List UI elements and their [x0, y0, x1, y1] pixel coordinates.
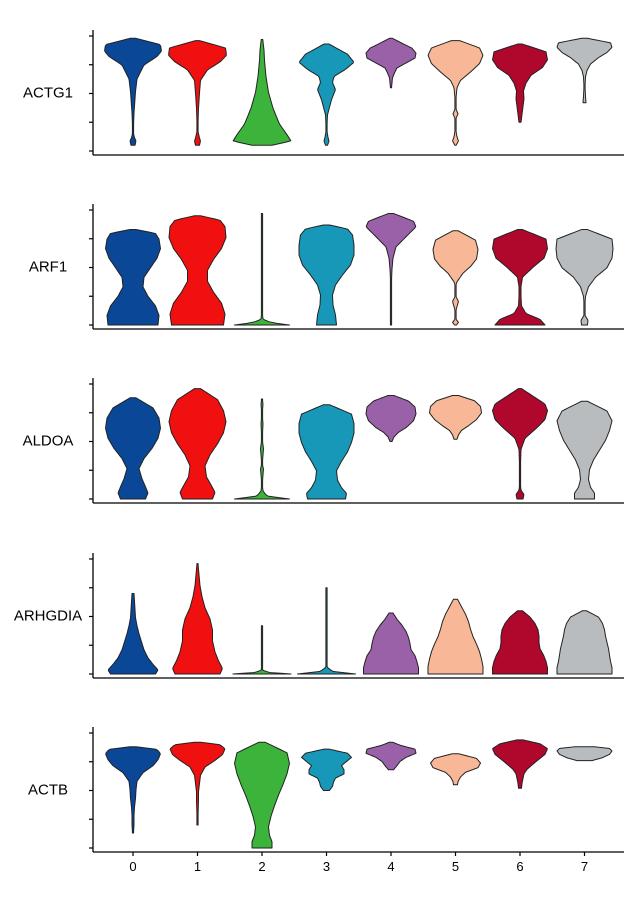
- violin-actg1-cluster-4: [365, 37, 417, 89]
- violin-actg1-cluster-1: [168, 40, 227, 146]
- violin-actb-cluster-1: [169, 741, 226, 826]
- violin-aldoa-cluster-1: [168, 388, 227, 500]
- violin-arf1-cluster-3: [298, 224, 355, 326]
- violin-actg1-cluster-3: [299, 43, 354, 146]
- violin-arf1-cluster-6: [492, 229, 548, 326]
- violin-aldoa-cluster-0: [105, 397, 161, 500]
- violin-arf1-cluster-4: [365, 212, 417, 326]
- panel-actg1: ACTG1: [23, 30, 624, 156]
- violin-actg1-cluster-7: [556, 37, 613, 104]
- violin-aldoa-cluster-2: [234, 398, 290, 500]
- violin-arhgdia-cluster-1: [172, 563, 223, 675]
- violin-arf1-cluster-0: [105, 229, 161, 326]
- gene-label: ARHGDIA: [14, 608, 82, 625]
- x-tick-label: 3: [323, 859, 330, 874]
- panel-aldoa: ALDOA: [23, 378, 624, 504]
- violin-arf1-cluster-7: [555, 229, 614, 326]
- gene-label: ACTB: [28, 782, 68, 799]
- gene-label: ACTG1: [23, 85, 73, 102]
- violin-arhgdia-cluster-7: [556, 610, 613, 675]
- violin-arf1-cluster-5: [432, 230, 479, 326]
- violin-arhgdia-cluster-6: [492, 610, 548, 675]
- violin-arf1-cluster-2: [234, 212, 290, 326]
- violin-actg1-cluster-0: [104, 37, 162, 146]
- violin-actg1-cluster-2: [232, 38, 292, 146]
- x-tick-label: 0: [129, 859, 136, 874]
- violin-aldoa-cluster-6: [492, 388, 548, 500]
- x-axis-ticks: 0 1 2 3 4 5 6 7: [129, 852, 588, 874]
- panel-arf1: ARF1: [29, 204, 624, 330]
- violin-arhgdia-cluster-3: [297, 587, 356, 675]
- violin-actg1-cluster-5: [427, 40, 484, 146]
- violin-actg1-cluster-6: [492, 43, 548, 123]
- x-tick-label: 4: [387, 859, 394, 874]
- violin-actb-cluster-4: [365, 741, 417, 771]
- violin-arf1-cluster-1: [168, 215, 227, 326]
- violin-actb-cluster-3: [301, 748, 352, 791]
- x-tick-label: 6: [516, 859, 523, 874]
- x-tick-label: 2: [258, 859, 265, 874]
- x-tick-label: 1: [194, 859, 201, 874]
- panel-actb: ACTB: [28, 727, 624, 853]
- violin-arhgdia-cluster-5: [427, 598, 484, 675]
- violin-arhgdia-cluster-4: [363, 612, 419, 675]
- violin-actb-cluster-6: [492, 739, 548, 789]
- violin-aldoa-cluster-5: [429, 395, 482, 440]
- violin-actb-cluster-2: [234, 741, 290, 849]
- gene-label: ARF1: [29, 259, 67, 276]
- x-tick-label: 7: [581, 859, 588, 874]
- violin-aldoa-cluster-3: [298, 404, 355, 500]
- violin-arhgdia-cluster-0: [107, 593, 159, 675]
- x-tick-label: 5: [452, 859, 459, 874]
- violin-arhgdia-cluster-2: [232, 625, 292, 675]
- violin-aldoa-cluster-7: [556, 400, 613, 500]
- panel-arhgdia: ARHGDIA: [14, 553, 624, 679]
- violin-actb-cluster-5: [430, 753, 481, 786]
- violin-aldoa-cluster-4: [365, 395, 417, 442]
- gene-label: ALDOA: [23, 433, 74, 450]
- violin-actb-cluster-7: [556, 746, 613, 762]
- violin-actb-cluster-0: [105, 746, 161, 834]
